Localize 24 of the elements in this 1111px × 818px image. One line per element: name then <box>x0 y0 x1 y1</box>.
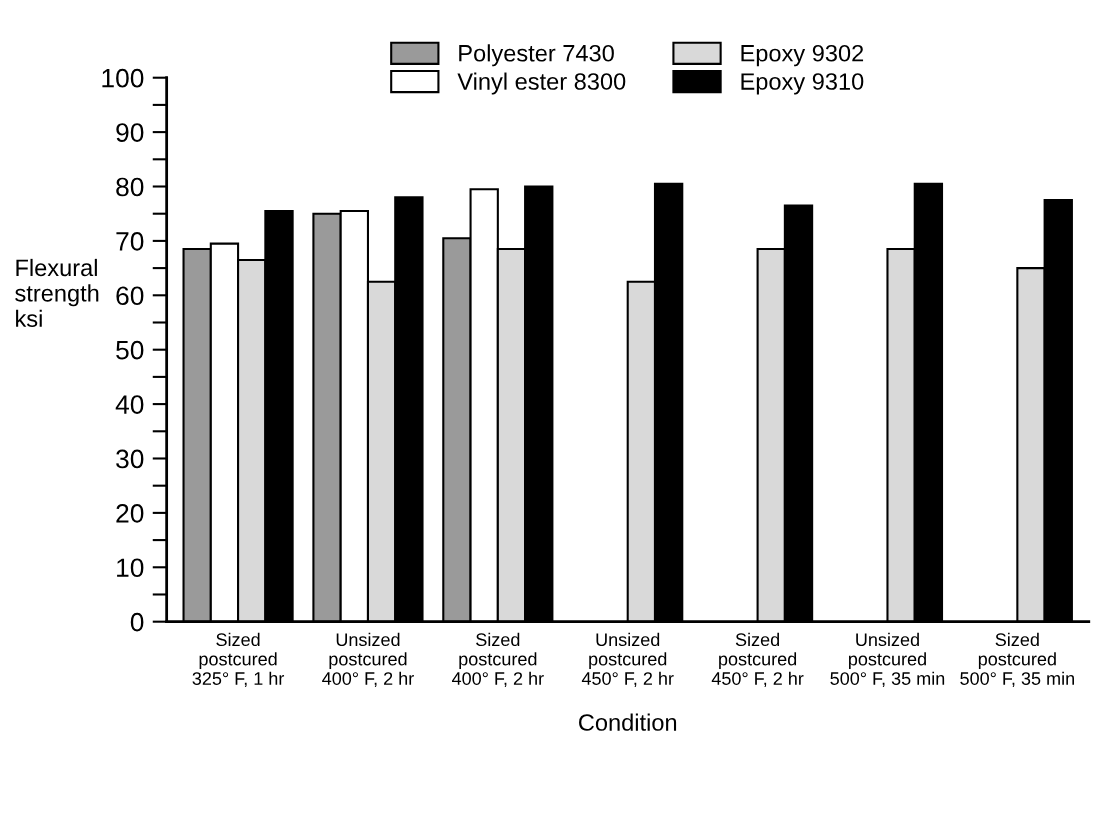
x-tick-label: Unsized postcured 450° F, 2 hr <box>581 632 674 688</box>
legend-label: Polyester 7430 <box>459 44 614 67</box>
y-tick-label: 60 <box>116 286 144 306</box>
y-tick-label: 100 <box>102 68 144 88</box>
y-axis-title: Flexural strength ksi <box>15 258 99 328</box>
x-tick-label: Sized postcured 325° F, 1 hr <box>192 632 285 688</box>
x-tick-label: Unsized postcured 400° F, 2 hr <box>322 632 414 688</box>
y-tick-label: 40 <box>115 395 144 414</box>
x-tick-label: Sized postcured 400° F, 2 hr <box>451 632 544 688</box>
y-tick-label: 0 <box>130 612 144 632</box>
legend-label: Vinyl ester 8300 <box>457 72 626 95</box>
x-tick-label: Sized postcured 450° F, 2 hr <box>711 632 804 688</box>
y-tick-label: 50 <box>116 340 144 360</box>
x-tick-label: Unsized postcured 500° F, 35 min <box>830 632 945 688</box>
legend-label: Epoxy 9302 <box>741 44 864 67</box>
legend-label: Epoxy 9310 <box>741 73 864 95</box>
y-tick-label: 90 <box>116 123 144 142</box>
x-axis-title: Condition <box>579 713 677 731</box>
y-tick-label: 30 <box>116 449 144 469</box>
x-tick-label: Sized postcured 500° F, 35 min <box>960 632 1074 688</box>
y-tick-label: 70 <box>116 232 144 251</box>
y-tick-label: 80 <box>116 177 144 197</box>
y-tick-label: 20 <box>116 504 144 523</box>
y-tick-label: 10 <box>117 558 144 578</box>
